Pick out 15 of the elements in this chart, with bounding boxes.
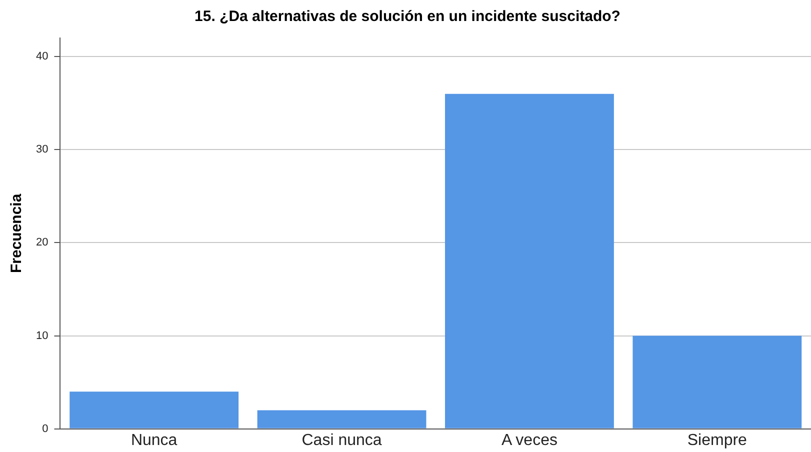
y-tick-label: 10 xyxy=(36,330,48,342)
y-tick-label: 20 xyxy=(36,236,48,249)
chart-title: 15. ¿Da alternativas de solución en un incidente suscitado? xyxy=(194,8,620,26)
bar xyxy=(445,94,614,428)
x-tick-label: Nunca xyxy=(130,432,178,449)
bar xyxy=(70,392,239,428)
bar xyxy=(257,410,426,428)
bar xyxy=(632,336,802,428)
y-tick-label: 40 xyxy=(36,50,48,63)
y-tick-label: 30 xyxy=(36,144,48,156)
x-tick-label: Siempre xyxy=(687,432,748,449)
x-tick-label: Casi nunca xyxy=(302,432,382,449)
x-tick-label: A veces xyxy=(501,432,558,449)
y-tick-label: 0 xyxy=(42,422,48,435)
y-axis-title: Frecuencia xyxy=(8,193,26,274)
